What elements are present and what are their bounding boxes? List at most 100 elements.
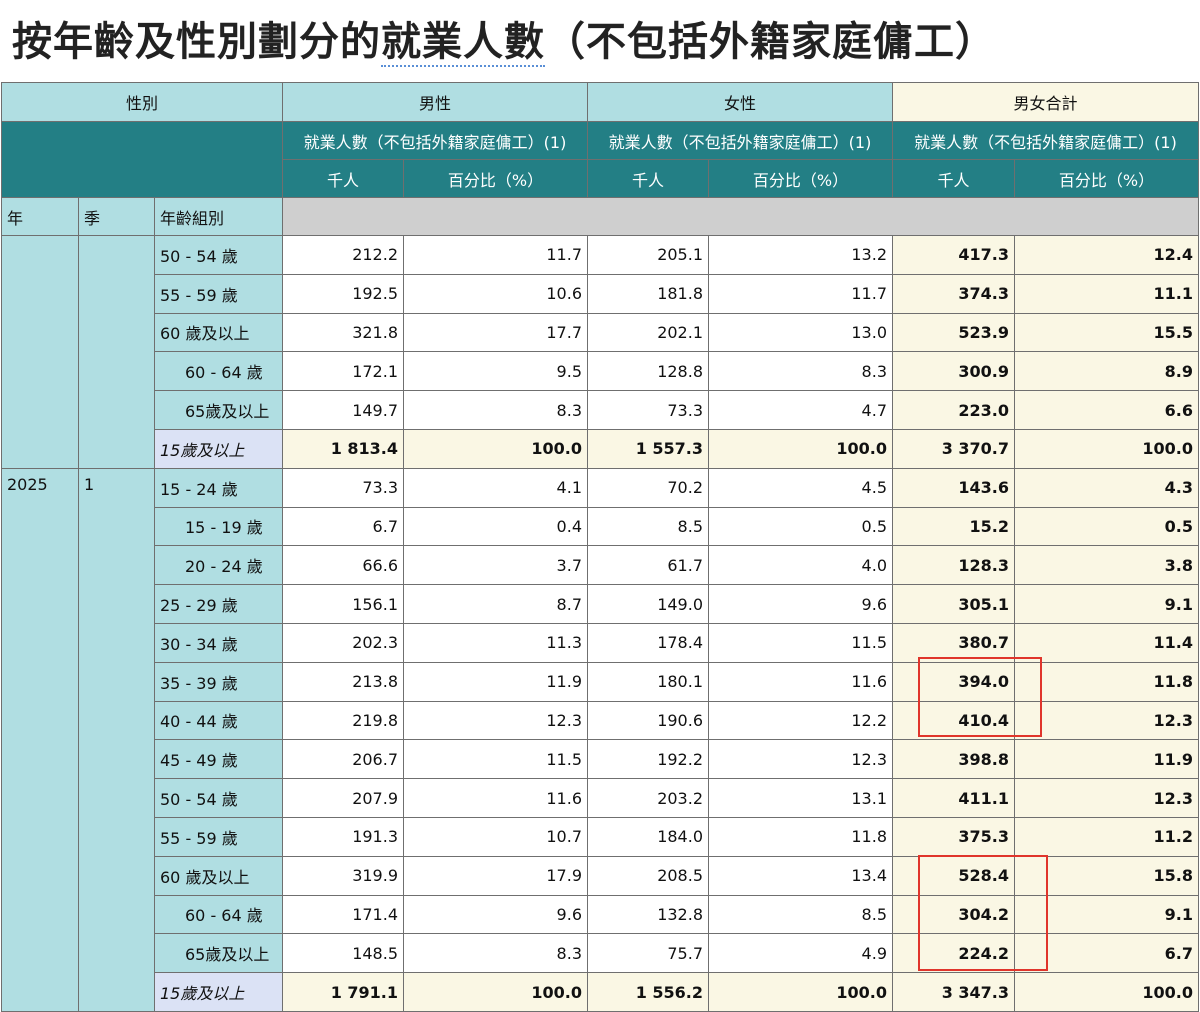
table-row: 40 - 44 歲 219.8 12.3 190.6 12.2 410.4 12.3: [2, 700, 1199, 741]
header-group-female: 女性: [587, 82, 893, 122]
page-title: 按年齡及性別劃分的就業人數（不包括外籍家庭傭工）: [12, 6, 996, 78]
male-thousand-cell: 319.9: [282, 855, 404, 896]
female-percent-cell: 4.9: [708, 933, 893, 974]
female-percent-cell: 0.5: [708, 506, 893, 547]
total-percent-cell: 15.5: [1014, 312, 1199, 353]
female-thousand-cell: 149.0: [587, 584, 709, 624]
female-percent-cell: 4.7: [708, 390, 893, 430]
male-percent-cell: 9.5: [403, 351, 588, 392]
header-measure-male: 就業人數（不包括外籍家庭傭工）(1): [282, 121, 588, 160]
table-row: 20 - 24 歲 66.6 3.7 61.7 4.0 128.3 3.8: [2, 545, 1199, 586]
total-thousand-cell: 224.2: [892, 933, 1015, 974]
male-thousand-cell: 321.8: [282, 312, 404, 353]
header-measure-female: 就業人數（不包括外籍家庭傭工）(1): [587, 121, 893, 160]
total-percent-cell: 11.4: [1014, 622, 1199, 663]
male-thousand-cell: 1 791.1: [282, 972, 404, 1012]
total-percent-cell: 6.7: [1014, 933, 1199, 974]
table-row: 55 - 59 歲 192.5 10.6 181.8 11.7 374.3 11.1: [2, 273, 1199, 314]
male-thousand-cell: 207.9: [282, 778, 404, 818]
total-thousand-cell: 3 347.3: [892, 972, 1015, 1012]
female-thousand-cell: 190.6: [587, 700, 709, 741]
year-cell: 2025: [1, 467, 79, 1012]
header-age-group: 年齡組別: [154, 197, 283, 236]
female-thousand-cell: 178.4: [587, 622, 709, 663]
header-unit-thousand-total: 千人: [892, 159, 1015, 198]
total-thousand-cell: 143.6: [892, 467, 1015, 508]
total-percent-cell: 6.6: [1014, 390, 1199, 430]
header-quarter: 季: [78, 197, 155, 236]
male-percent-cell: 8.3: [403, 390, 588, 430]
total-percent-cell: 11.9: [1014, 739, 1199, 780]
male-percent-cell: 8.7: [403, 584, 588, 624]
total-percent-cell: 0.5: [1014, 506, 1199, 547]
total-thousand-cell: 417.3: [892, 235, 1015, 275]
total-percent-cell: 12.4: [1014, 235, 1199, 275]
age-group-cell: 50 - 54 歲: [154, 235, 283, 275]
table-row: 60 - 64 歲 171.4 9.6 132.8 8.5 304.2 9.1: [2, 894, 1199, 935]
female-thousand-cell: 8.5: [587, 506, 709, 547]
age-group-cell: 65歲及以上: [154, 390, 283, 430]
female-thousand-cell: 208.5: [587, 855, 709, 896]
age-group-cell: 45 - 49 歲: [154, 739, 283, 780]
male-thousand-cell: 213.8: [282, 661, 404, 702]
total-percent-cell: 4.3: [1014, 467, 1199, 508]
table-row: 50 - 54 歲 212.2 11.7 205.1 13.2 417.3 12.4: [1, 235, 1199, 469]
male-percent-cell: 10.7: [403, 816, 588, 857]
total-thousand-cell: 374.3: [892, 273, 1015, 314]
total-percent-cell: 11.8: [1014, 661, 1199, 702]
female-percent-cell: 8.3: [708, 351, 893, 392]
total-thousand-cell: 223.0: [892, 390, 1015, 430]
male-percent-cell: 100.0: [403, 428, 588, 469]
header-unit-percent-male: 百分比（%）: [403, 159, 588, 198]
male-percent-cell: 12.3: [403, 700, 588, 741]
total-percent-cell: 9.1: [1014, 894, 1199, 935]
male-thousand-cell: 192.5: [282, 273, 404, 314]
age-group-cell: 50 - 54 歲: [154, 778, 283, 818]
female-percent-cell: 12.2: [708, 700, 893, 741]
total-thousand-cell: 15.2: [892, 506, 1015, 547]
male-thousand-cell: 172.1: [282, 351, 404, 392]
female-percent-cell: 11.5: [708, 622, 893, 663]
male-percent-cell: 11.3: [403, 622, 588, 663]
male-thousand-cell: 206.7: [282, 739, 404, 780]
total-thousand-cell: 300.9: [892, 351, 1015, 392]
female-percent-cell: 13.4: [708, 855, 893, 896]
total-thousand-cell: 411.1: [892, 778, 1015, 818]
title-link-employed-persons[interactable]: 就業人數: [381, 19, 545, 67]
table-row: 60 歲及以上 321.8 17.7 202.1 13.0 523.9 15.5: [2, 312, 1199, 353]
age-group-cell: 60 歲及以上: [154, 855, 283, 896]
table-row: 55 - 59 歲 191.3 10.7 184.0 11.8 375.3 11.2: [2, 816, 1199, 857]
header-sex-label: 性別: [1, 82, 283, 122]
age-group-cell: 20 - 24 歲: [154, 545, 283, 586]
age-group-cell: 35 - 39 歲: [154, 661, 283, 702]
table-row: 60 - 64 歲 172.1 9.5 128.8 8.3 300.9 8.9: [2, 351, 1199, 392]
female-thousand-cell: 203.2: [587, 778, 709, 818]
age-group-cell: 15 - 24 歲: [154, 467, 283, 508]
header-unit-thousand-male: 千人: [282, 159, 404, 198]
employment-table: 性別 男性 女性 男女合計 就業人數（不包括外籍家庭傭工）(1) 就業人數（不包…: [1, 82, 1199, 1012]
female-thousand-cell: 1 556.2: [587, 972, 709, 1012]
total-percent-cell: 100.0: [1014, 972, 1199, 1012]
female-thousand-cell: 184.0: [587, 816, 709, 857]
male-thousand-cell: 191.3: [282, 816, 404, 857]
age-group-cell: 60 - 64 歲: [154, 351, 283, 392]
female-thousand-cell: 73.3: [587, 390, 709, 430]
female-percent-cell: 8.5: [708, 894, 893, 935]
male-thousand-cell: 219.8: [282, 700, 404, 741]
title-prefix: 按年齡及性別劃分的: [12, 19, 381, 65]
male-thousand-cell: 171.4: [282, 894, 404, 935]
female-percent-cell: 13.1: [708, 778, 893, 818]
male-thousand-cell: 212.2: [282, 235, 404, 275]
table-row: 2025 1 15 - 24 歲 73.3 4.1 70.2 4.5 143.6 4.3: [1, 467, 1199, 1012]
male-percent-cell: 3.7: [403, 545, 588, 586]
total-thousand-cell: 523.9: [892, 312, 1015, 353]
female-thousand-cell: 181.8: [587, 273, 709, 314]
male-percent-cell: 11.9: [403, 661, 588, 702]
total-thousand-cell: 528.4: [892, 855, 1015, 896]
female-percent-cell: 12.3: [708, 739, 893, 780]
age-group-total-cell: 15歲及以上: [154, 428, 283, 469]
male-thousand-cell: 6.7: [282, 506, 404, 547]
male-thousand-cell: 202.3: [282, 622, 404, 663]
total-percent-cell: 3.8: [1014, 545, 1199, 586]
total-percent-cell: 8.9: [1014, 351, 1199, 392]
